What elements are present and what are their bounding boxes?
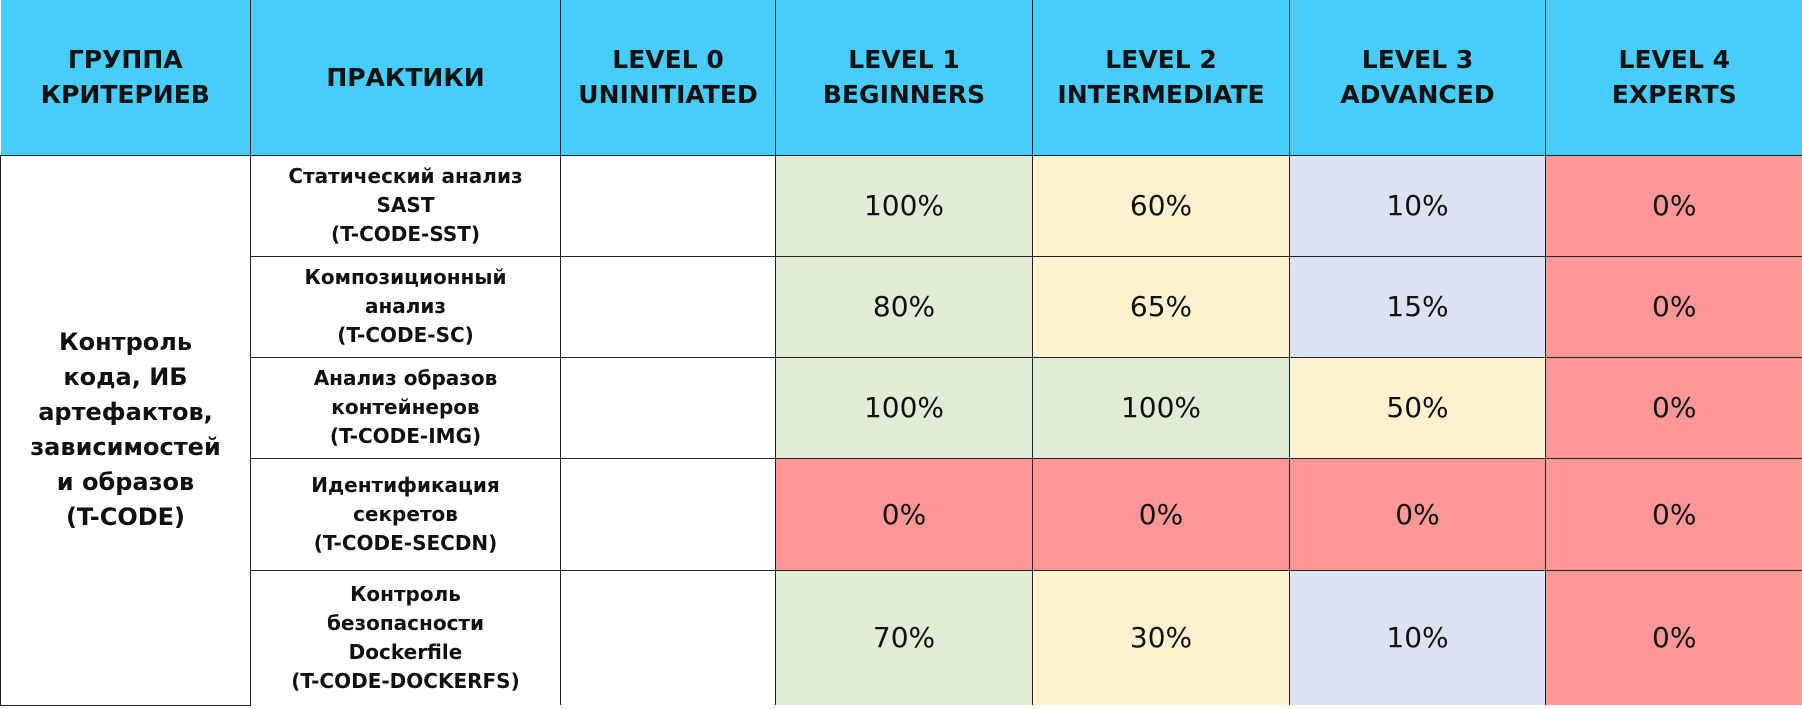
header-level0-line1: LEVEL 0 [612, 45, 724, 75]
header-level0-line2: UNINITIATED [578, 80, 758, 110]
level4-cell: 0% [1545, 255, 1802, 358]
group-line: (T-CODE) [65, 503, 186, 531]
level4-cell: 0% [1545, 569, 1802, 705]
level3-cell: 10% [1289, 154, 1546, 257]
level4-cell: 0% [1545, 154, 1802, 257]
level1-cell: 80% [775, 255, 1033, 358]
level4-cell: 0% [1545, 457, 1802, 571]
practice-line: Анализ образов [313, 366, 498, 390]
level1-cell: 0% [775, 457, 1033, 571]
header-level2: LEVEL 2 INTERMEDIATE [1032, 0, 1290, 156]
level3-cell: 50% [1289, 356, 1546, 459]
level3-cell: 0% [1289, 457, 1546, 571]
level2-cell: 0% [1032, 457, 1290, 571]
table-row: Анализ образов контейнеров (T-CODE-IMG) … [1, 356, 1802, 459]
practice-line: SAST [376, 193, 435, 217]
header-practices: ПРАКТИКИ [250, 0, 561, 156]
header-level1-line1: LEVEL 1 [848, 45, 960, 75]
practice-cell: Композиционный анализ (T-CODE-SC) [250, 255, 561, 358]
header-level4-line2: EXPERTS [1611, 80, 1737, 110]
header-level2-line1: LEVEL 2 [1105, 45, 1217, 75]
level0-cell [560, 457, 776, 571]
level1-cell: 100% [775, 356, 1033, 459]
practice-cell: Идентификация секретов (T-CODE-SECDN) [250, 457, 561, 571]
table-row: Контроль безопасности Dockerfile (T-CODE… [1, 569, 1802, 705]
practice-cell: Контроль безопасности Dockerfile (T-CODE… [250, 569, 561, 705]
header-row: ГРУППА КРИТЕРИЕВ ПРАКТИКИ LEVEL 0 UNINIT… [0, 0, 1802, 156]
practice-cell: Статический анализ SAST (T-CODE-SST) [250, 154, 561, 257]
practice-line: Dockerfile [348, 639, 463, 664]
header-level4-line1: LEVEL 4 [1618, 45, 1730, 75]
header-level2-line2: INTERMEDIATE [1057, 80, 1265, 110]
level3-cell: 15% [1289, 255, 1546, 358]
level0-cell [560, 154, 776, 257]
header-group: ГРУППА КРИТЕРИЕВ [0, 0, 251, 156]
level3-cell: 10% [1289, 569, 1546, 705]
practice-line: безопасности [326, 610, 485, 635]
group-line: и образов [56, 468, 195, 496]
level1-cell: 70% [775, 569, 1033, 705]
practice-line: (T-CODE-SECDN) [313, 530, 498, 555]
table-row: Композиционный анализ (T-CODE-SC) 80% 65… [1, 255, 1802, 358]
practice-line: Статический анализ [288, 164, 523, 188]
level0-cell [560, 255, 776, 358]
level4-cell: 0% [1545, 356, 1802, 459]
practice-line: (T-CODE-SST) [330, 222, 481, 246]
practice-line: секретов [353, 501, 458, 526]
header-level3-line2: ADVANCED [1340, 80, 1495, 110]
header-practices-line1: ПРАКТИКИ [326, 62, 485, 92]
level2-cell: 100% [1032, 356, 1290, 459]
practice-line: анализ [364, 294, 447, 318]
practice-line: (T-CODE-IMG) [329, 424, 482, 448]
level2-cell: 65% [1032, 255, 1290, 358]
practice-line: Идентификация [311, 472, 500, 497]
group-line: артефактов, [38, 398, 213, 426]
practice-line: (T-CODE-DOCKERFS) [291, 668, 520, 693]
practice-line: контейнеров [331, 395, 480, 419]
header-level1-line2: BEGINNERS [822, 80, 986, 110]
level2-cell: 30% [1032, 569, 1290, 705]
practice-line: Композиционный [304, 265, 507, 289]
practice-line: Контроль [350, 581, 461, 606]
header-level3: LEVEL 3 ADVANCED [1289, 0, 1546, 156]
level0-cell [560, 569, 776, 705]
level1-cell: 100% [775, 154, 1033, 257]
header-level0: LEVEL 0 UNINITIATED [560, 0, 776, 156]
group-cell: Контроль кода, ИБ артефактов, зависимост… [0, 154, 251, 706]
header-group-line2: КРИТЕРИЕВ [40, 80, 210, 110]
practice-line: (T-CODE-SC) [337, 323, 474, 347]
group-line: кода, ИБ [63, 363, 188, 391]
table-row: Идентификация секретов (T-CODE-SECDN) 0%… [1, 457, 1802, 571]
level2-cell: 60% [1032, 154, 1290, 257]
table-row: Контроль кода, ИБ артефактов, зависимост… [0, 154, 1802, 706]
header-group-line1: ГРУППА [67, 45, 183, 75]
header-level4: LEVEL 4 EXPERTS [1545, 0, 1802, 156]
group-line: Контроль [58, 328, 193, 356]
level0-cell [560, 356, 776, 459]
header-level1: LEVEL 1 BEGINNERS [775, 0, 1033, 156]
header-level3-line1: LEVEL 3 [1361, 45, 1474, 75]
group-line: зависимостей [30, 433, 221, 461]
practice-cell: Анализ образов контейнеров (T-CODE-IMG) [250, 356, 561, 459]
